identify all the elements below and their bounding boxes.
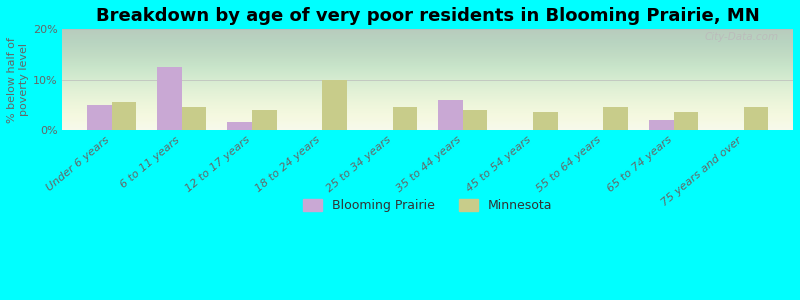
Bar <box>322 80 347 130</box>
Bar <box>157 67 182 130</box>
Bar <box>227 122 252 130</box>
Bar <box>533 112 558 130</box>
Text: City-Data.com: City-Data.com <box>704 32 778 42</box>
Bar <box>393 107 417 130</box>
Legend: Blooming Prairie, Minnesota: Blooming Prairie, Minnesota <box>302 199 553 212</box>
Y-axis label: % below half of
poverty level: % below half of poverty level <box>7 37 29 123</box>
Bar <box>649 120 674 130</box>
Bar <box>111 102 136 130</box>
Bar <box>463 110 487 130</box>
Title: Breakdown by age of very poor residents in Blooming Prairie, MN: Breakdown by age of very poor residents … <box>96 7 759 25</box>
Bar <box>674 112 698 130</box>
Bar <box>252 110 277 130</box>
Bar <box>87 105 111 130</box>
Bar <box>744 107 769 130</box>
Bar <box>603 107 628 130</box>
Bar <box>438 100 463 130</box>
Bar <box>182 107 206 130</box>
